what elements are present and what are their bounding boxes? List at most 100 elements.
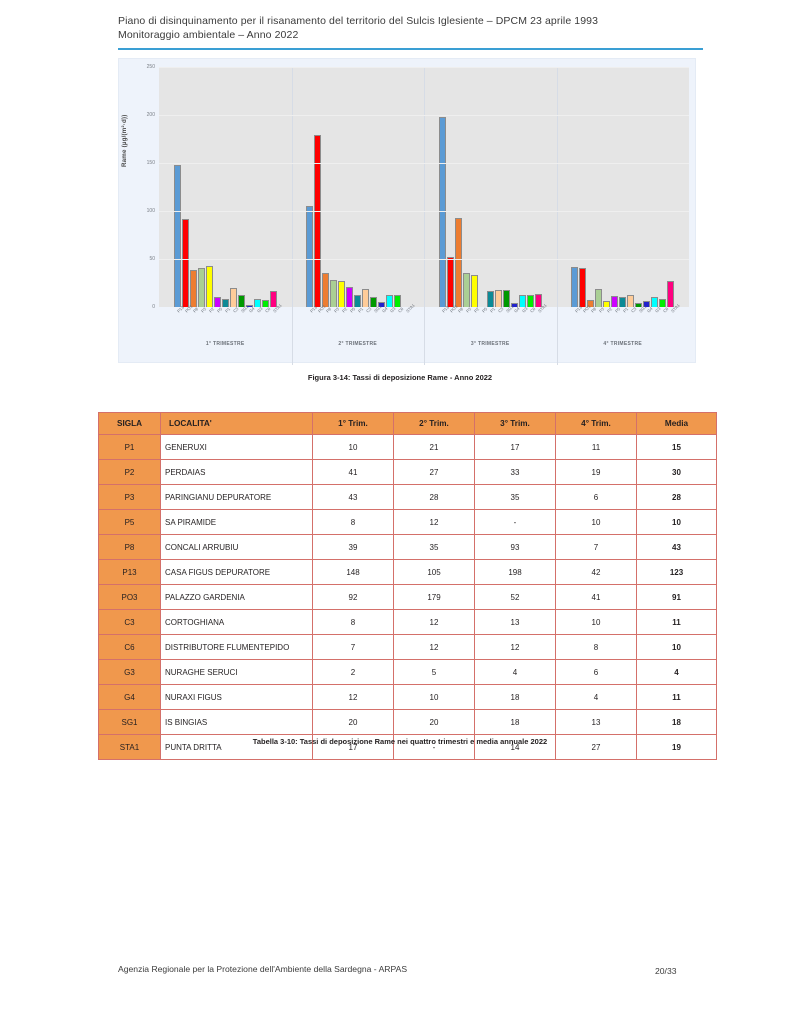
cell-sigla: P3 xyxy=(98,484,161,510)
bar xyxy=(470,275,478,307)
cell-t4: 8 xyxy=(555,634,637,660)
cell-localita: CONCALI ARRUBIU xyxy=(160,534,313,560)
table-row: SG1 IS BINGIAS 20 20 18 13 18 xyxy=(98,709,717,735)
table-row: P1 GENERUXI 10 21 17 11 15 xyxy=(98,434,717,460)
bar xyxy=(370,297,378,307)
cell-t1: 10 xyxy=(312,434,394,460)
cell-t1: 8 xyxy=(312,509,394,535)
cell-t3: 93 xyxy=(474,534,556,560)
x-tick-label: C3 xyxy=(364,306,373,314)
cell-t1: 148 xyxy=(312,559,394,585)
bar xyxy=(213,297,221,307)
x-tick-label: PO3 xyxy=(184,304,194,314)
cell-localita: PALAZZO GARDENIA xyxy=(160,584,313,610)
footer-page-number: 20/33 xyxy=(655,966,677,976)
cell-t3: 13 xyxy=(474,609,556,635)
cell-t4: 4 xyxy=(555,684,637,710)
cell-t4: 27 xyxy=(555,734,637,760)
x-tick-label: C3 xyxy=(629,306,638,314)
cell-t1: 92 xyxy=(312,584,394,610)
cell-t3: 35 xyxy=(474,484,556,510)
cell-sigla: SG1 xyxy=(98,709,161,735)
table-row: P2 PERDAIAS 41 27 33 19 30 xyxy=(98,459,717,485)
table-row: G4 NURAXI FIGUS 12 10 18 4 11 xyxy=(98,684,717,710)
x-tick-label: P3 xyxy=(597,306,605,314)
bar xyxy=(510,303,518,307)
bar xyxy=(394,295,402,307)
cell-t2: 12 xyxy=(393,634,475,660)
cell-media: 43 xyxy=(636,534,717,560)
x-tick-label: C3 xyxy=(232,306,240,314)
cell-media: 4 xyxy=(636,659,717,685)
deposition-chart: Rame (µg/(m²·d)) 0 50 100 150 200 250 P13 PO3 P… xyxy=(118,58,696,365)
table-body: P1 GENERUXI 10 21 17 11 15 P2 PERDAIAS 41 27 33 19 30… xyxy=(98,434,717,760)
x-label-group: P13 PO3 P8 P3 P2 P5 P1 C3 SG1 G4 G3 C6 STA1 xyxy=(159,303,292,337)
col-header-sigla: SIGLA xyxy=(98,412,161,435)
cell-sigla: P2 xyxy=(98,459,161,485)
x-tick-label: P2 xyxy=(473,306,481,314)
bar xyxy=(494,289,502,307)
y-axis-ticks: 0 50 100 150 200 250 xyxy=(119,59,159,364)
bar xyxy=(378,302,386,307)
cell-localita: PUNTA DRITTA xyxy=(160,734,313,760)
bar xyxy=(229,287,237,307)
cell-t4: 6 xyxy=(555,484,637,510)
x-tick-label: G3 xyxy=(256,306,264,314)
x-tick-label: C6 xyxy=(661,306,670,314)
x-tick-label: G3 xyxy=(388,306,397,314)
bar xyxy=(245,305,253,307)
bar xyxy=(627,294,635,307)
x-tick-label: P13 xyxy=(176,304,186,314)
x-tick-label: P2 xyxy=(605,306,613,314)
bar xyxy=(354,295,362,307)
bar xyxy=(534,293,542,307)
cell-t2: 20 xyxy=(393,709,475,735)
trimester-label: 1° TRIMESTRE xyxy=(205,341,245,347)
cell-media: 30 xyxy=(636,459,717,485)
x-tick-label: G4 xyxy=(513,306,521,314)
col-header-t1: 1° Trim. xyxy=(312,412,394,435)
x-tick-label: C6 xyxy=(264,306,272,314)
cell-media: 10 xyxy=(636,634,717,660)
x-tick-label: P13 xyxy=(441,304,451,314)
bar xyxy=(611,296,619,307)
bar xyxy=(454,217,462,307)
cell-t3: 4 xyxy=(474,659,556,685)
bar xyxy=(322,273,330,307)
table-header-row: SIGLA LOCALITA' 1° Trim. 2° Trim. 3° Tri… xyxy=(98,412,717,435)
cell-t1: 17 xyxy=(312,734,394,760)
cell-t2: 105 xyxy=(393,559,475,585)
y-tick-label: 0 xyxy=(152,304,155,310)
table-header: SIGLA LOCALITA' 1° Trim. 2° Trim. 3° Tri… xyxy=(98,412,717,435)
cell-sigla: PO3 xyxy=(98,584,161,610)
table-row: P8 CONCALI ARRUBIU 39 35 93 7 43 xyxy=(98,534,717,560)
cell-t3: - xyxy=(474,509,556,535)
y-tick-label: 100 xyxy=(146,208,155,214)
bar xyxy=(603,301,611,307)
grid-line xyxy=(159,163,689,164)
cell-sigla: C6 xyxy=(98,634,161,660)
bar xyxy=(571,266,579,307)
cell-sigla: G4 xyxy=(98,684,161,710)
x-tick-label: P5 xyxy=(481,306,489,314)
deposition-table: SIGLA LOCALITA' 1° Trim. 2° Trim. 3° Tri… xyxy=(98,412,717,760)
col-header-media: Media xyxy=(636,412,717,435)
cell-t3: 18 xyxy=(474,709,556,735)
header-line-2: Monitoraggio ambientale – Anno 2022 xyxy=(118,29,299,41)
bar-group xyxy=(556,67,690,365)
bar xyxy=(269,290,277,307)
cell-t2: - xyxy=(393,734,475,760)
cell-t2: 12 xyxy=(393,609,475,635)
table-row: C6 DISTRIBUTORE FLUMENTEPIDO 7 12 12 8 10 xyxy=(98,634,717,660)
y-tick-label: 250 xyxy=(146,64,155,70)
bar xyxy=(651,297,659,307)
x-tick-label: SG1 xyxy=(372,304,383,314)
x-tick-label: C3 xyxy=(497,306,505,314)
cell-sigla: P13 xyxy=(98,559,161,585)
x-tick-label: P8 xyxy=(457,306,465,314)
cell-media: 10 xyxy=(636,509,717,535)
x-tick-label: STA1 xyxy=(404,302,416,314)
grid-line xyxy=(159,259,689,260)
x-tick-label: P8 xyxy=(589,306,597,314)
x-label-group: P13 PO3 P8 P3 P2 P5 P1 C3 SG1 G4 G3 C6 STA1 xyxy=(292,302,425,337)
